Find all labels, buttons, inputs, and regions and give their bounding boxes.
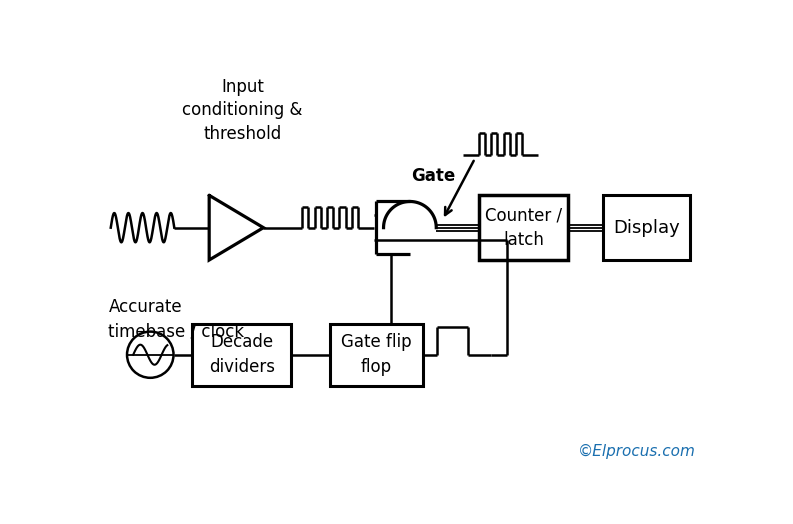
Text: Input
conditioning &
threshold: Input conditioning & threshold xyxy=(182,78,303,143)
Text: Accurate
timebase / clock: Accurate timebase / clock xyxy=(109,299,244,340)
Text: Gate flip
flop: Gate flip flop xyxy=(341,333,412,376)
Bar xyxy=(479,195,568,260)
Text: Counter /
latch: Counter / latch xyxy=(485,206,562,249)
Bar xyxy=(603,195,690,260)
Text: Display: Display xyxy=(613,219,680,237)
Text: Gate: Gate xyxy=(411,167,455,184)
Text: Decade
dividers: Decade dividers xyxy=(209,333,274,376)
Text: ©Elprocus.com: ©Elprocus.com xyxy=(578,444,696,458)
Bar xyxy=(192,324,291,386)
Bar xyxy=(330,324,423,386)
